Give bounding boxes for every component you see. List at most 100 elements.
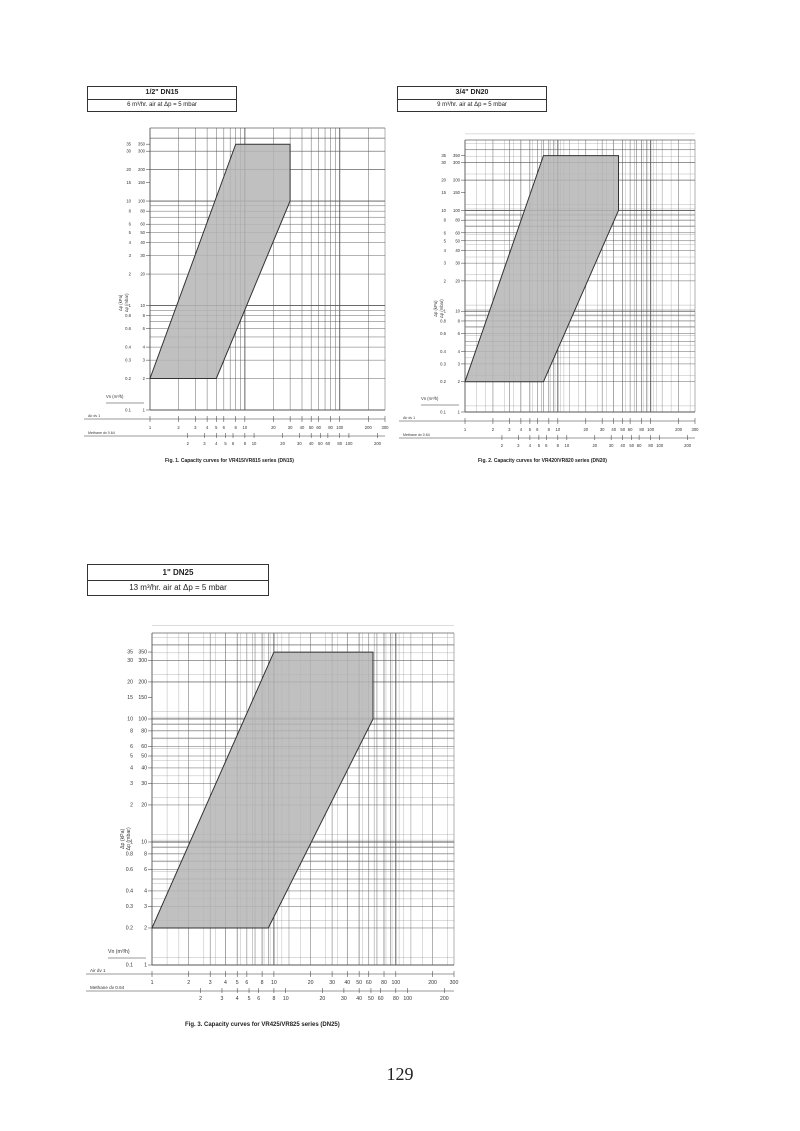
fig1-subheading: 6 m³/hr. air at Δp = 5 mbar (127, 102, 197, 108)
methane-tick-label: 100 (656, 443, 664, 448)
y-tick-label-mbar: 80 (140, 209, 145, 214)
y-tick-label-mbar: 4 (144, 888, 147, 894)
y-tick-label-mbar: 1 (143, 408, 146, 413)
y-tick-label-kpa: 3 (130, 781, 133, 787)
x-axis-title: Vn (m³/h) (106, 394, 124, 399)
y-tick-label-mbar: 80 (455, 218, 460, 223)
y-tick-label-mbar: 8 (458, 318, 461, 323)
x-axis-title: Vn (m³/h) (421, 396, 439, 401)
air-tick-label: 1 (149, 425, 152, 430)
methane-tick-label: 40 (309, 441, 314, 446)
air-tick-label: 100 (392, 980, 401, 986)
y-tick-label-mbar: 20 (140, 272, 145, 277)
methane-tick-label: 5 (248, 996, 251, 1002)
air-tick-label: 50 (356, 980, 362, 986)
methane-tick-label: 200 (684, 443, 692, 448)
y-tick-label-kpa: 20 (127, 679, 133, 685)
figure-3: 0.1 1 0.2 2 0.3 3 0.4 4 0.6 6 0.8 8 1 10 2 20 3 30 4 40 5 50 6… (86, 625, 458, 1002)
methane-tick-label: 20 (320, 996, 326, 1002)
fig3-header-box: 1" DN25 13 m³/hr. air at Δp = 5 mbar (87, 564, 269, 596)
air-tick-label: 5 (529, 427, 532, 432)
methane-tick-label: 50 (318, 441, 323, 446)
figure-2: 0.1 1 0.2 2 0.3 3 0.4 4 0.6 6 0.8 8 1 10 2 20 3 30 4 40 5 50 6… (399, 132, 699, 448)
y-tick-label-mbar: 3 (143, 358, 146, 363)
methane-tick-label: 20 (592, 443, 597, 448)
air-tick-label: 3 (194, 425, 197, 430)
methane-row-label: Methane dv 0.64 (403, 433, 430, 437)
y-tick-label-kpa: 0.6 (125, 326, 131, 331)
y-tick-label-mbar: 2 (143, 376, 146, 381)
y-tick-label-kpa: 0.4 (440, 349, 446, 354)
fig3-subheading: 13 m³/hr. air at Δp = 5 mbar (129, 583, 227, 592)
y-tick-label-mbar: 150 (138, 180, 146, 185)
methane-tick-label: 5 (538, 443, 541, 448)
y-tick-label-kpa: 4 (444, 248, 447, 253)
methane-tick-label: 200 (374, 441, 382, 446)
methane-tick-label: 80 (337, 441, 342, 446)
y-axis-title-kpa: Δp (kPa) (118, 294, 123, 311)
air-row-label: Air dv 1 (90, 968, 106, 973)
air-tick-label: 1 (464, 427, 467, 432)
methane-tick-label: 8 (244, 441, 247, 446)
y-tick-label-kpa: 35 (441, 153, 446, 158)
air-tick-label: 300 (692, 427, 700, 432)
y-tick-label-kpa: 0.4 (125, 345, 131, 350)
fig1-heading: 1/2" DN15 (88, 87, 236, 100)
y-axis-title-mbar: Δp (mbar) (124, 293, 129, 312)
y-tick-label-kpa: 4 (130, 765, 133, 771)
y-tick-label-kpa: 0.3 (440, 361, 446, 366)
y-tick-label-mbar: 300 (138, 658, 147, 664)
methane-tick-label: 2 (501, 443, 504, 448)
y-tick-label-kpa: 0.2 (440, 379, 446, 384)
fig1-chart: 0.1 10.2 20.3 30.4 40.6 60.8 81 102 203 304 405 506… (84, 127, 389, 446)
air-tick-label: 20 (271, 425, 276, 430)
fig2-heading: 3/4" DN20 (398, 87, 546, 100)
y-tick-label-kpa: 3 (444, 261, 447, 266)
air-tick-label: 10 (271, 980, 277, 986)
air-tick-label: 300 (382, 425, 390, 430)
air-tick-label: 40 (300, 425, 305, 430)
y-tick-label-kpa: 0.1 (126, 963, 133, 969)
air-tick-label: 3 (508, 427, 511, 432)
y-tick-label-kpa: 2 (130, 802, 133, 808)
methane-tick-label: 60 (637, 443, 642, 448)
y-tick-label-mbar: 40 (455, 248, 460, 253)
methane-tick-label: 6 (232, 441, 235, 446)
x-axis-title: Vn (m³/h) (108, 949, 130, 955)
y-tick-label-mbar: 200 (453, 178, 461, 183)
y-axis-title-mbar: Δp (mbar) (439, 299, 444, 318)
methane-tick-label: 20 (280, 441, 285, 446)
page-number: 129 (386, 1064, 414, 1084)
y-tick-label-mbar: 80 (141, 728, 147, 734)
methane-tick-label: 6 (257, 996, 260, 1002)
y-tick-label-kpa: 8 (130, 728, 133, 734)
air-tick-label: 8 (235, 425, 238, 430)
y-tick-label-mbar: 60 (455, 230, 460, 235)
fig1-header-box: 1/2" DN15 6 m³/hr. air at Δp = 5 mbar (87, 86, 237, 112)
methane-tick-label: 10 (252, 441, 257, 446)
y-tick-label-mbar: 6 (143, 326, 146, 331)
y-tick-label-kpa: 5 (130, 754, 133, 760)
y-tick-label-kpa: 0.8 (440, 318, 446, 323)
air-tick-label: 2 (492, 427, 495, 432)
y-tick-label-kpa: 20 (441, 178, 446, 183)
air-tick-label: 30 (329, 980, 335, 986)
y-tick-label-mbar: 10 (455, 309, 460, 314)
y-tick-label-mbar: 350 (453, 153, 461, 158)
y-tick-label-mbar: 60 (141, 744, 147, 750)
methane-tick-label: 6 (545, 443, 548, 448)
y-tick-label-kpa: 5 (129, 230, 132, 235)
y-tick-label-kpa: 8 (129, 209, 132, 214)
y-tick-label-mbar: 350 (138, 142, 146, 147)
y-tick-label-mbar: 100 (138, 199, 146, 204)
y-tick-label-kpa: 0.6 (440, 331, 446, 336)
y-tick-label-mbar: 1 (144, 963, 147, 969)
air-tick-label: 100 (647, 427, 655, 432)
air-tick-label: 20 (583, 427, 588, 432)
air-tick-label: 80 (381, 980, 387, 986)
air-tick-label: 300 (450, 980, 459, 986)
fig2-caption: Fig. 2. Capacity curves for VR420/VR820 … (478, 458, 607, 464)
y-tick-label-mbar: 10 (140, 303, 145, 308)
methane-tick-label: 50 (368, 996, 374, 1002)
air-tick-label: 50 (620, 427, 625, 432)
